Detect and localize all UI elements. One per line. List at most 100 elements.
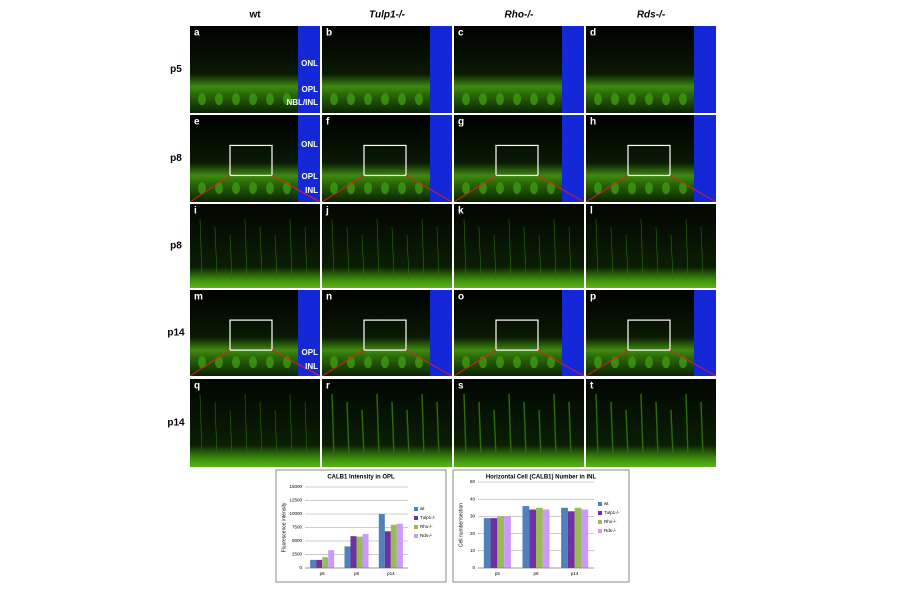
zoom-line [453, 349, 497, 377]
cell [479, 93, 487, 106]
process [214, 226, 218, 279]
process [625, 409, 629, 458]
zoom-line [669, 349, 717, 377]
zoom-line [585, 349, 629, 377]
legend-swatch [598, 520, 602, 524]
layer-label: NBL/INL [286, 98, 318, 107]
process [640, 393, 644, 458]
process [421, 393, 425, 458]
cell [530, 356, 538, 369]
micrograph [586, 379, 716, 467]
panel-letter: n [326, 292, 332, 303]
y-tick-label: 5000 [292, 538, 303, 543]
process [508, 218, 512, 279]
legend-label: wt [604, 501, 609, 506]
panel-letter: r [326, 381, 330, 392]
bar [522, 506, 530, 568]
bar [497, 516, 505, 568]
cell [628, 93, 636, 106]
cell [266, 182, 274, 195]
process [508, 393, 512, 458]
process [391, 226, 395, 279]
layer-label: ONL [301, 59, 318, 68]
zoom-line [405, 175, 453, 203]
process [595, 393, 599, 458]
cell [513, 93, 521, 106]
cell [496, 182, 504, 195]
dapi-strip [694, 290, 716, 376]
legend-label: Rds-/- [420, 533, 433, 538]
process [304, 401, 308, 458]
cell [679, 182, 687, 195]
micrograph [586, 204, 716, 288]
legend-label: Rho-/- [604, 519, 617, 524]
cell [415, 93, 423, 106]
process [595, 218, 599, 279]
process [568, 401, 572, 458]
chart-title: CALB1 Intensity in OPL [327, 475, 395, 481]
zoom-line [669, 175, 717, 203]
dapi-strip [694, 26, 716, 113]
bar [328, 550, 335, 568]
bar [504, 516, 511, 568]
bar [490, 518, 498, 568]
cell [198, 93, 206, 106]
process [685, 393, 689, 458]
legend-label: wt [420, 506, 425, 511]
process [700, 226, 704, 279]
zoom-line [453, 175, 497, 203]
process [670, 234, 674, 279]
row-label: p8 [170, 241, 182, 252]
process [493, 234, 497, 279]
bar [483, 518, 491, 568]
process [436, 401, 440, 458]
process [478, 226, 482, 279]
cell [628, 356, 636, 369]
process [376, 218, 380, 279]
legend-swatch [598, 502, 602, 506]
cell [330, 93, 338, 106]
process [289, 393, 293, 458]
cell [628, 182, 636, 195]
cell [364, 93, 372, 106]
y-tick-label: 50 [470, 479, 476, 484]
panel-letter: g [458, 117, 464, 128]
y-tick-label: 7500 [292, 525, 303, 530]
panel-letter: m [194, 292, 203, 303]
legend-label: Rds-/- [604, 528, 617, 533]
process [406, 234, 410, 279]
legend-swatch [414, 534, 418, 538]
process [568, 226, 572, 279]
y-tick-label: 0 [299, 565, 302, 570]
row-label: p5 [170, 64, 182, 75]
panel-letter: p [590, 292, 596, 303]
chart-title: Horizontal Cell (CALB1) Number in INL [486, 475, 597, 481]
cell [347, 93, 355, 106]
cell [398, 93, 406, 106]
cell [364, 182, 372, 195]
zoom-line [321, 175, 365, 203]
process [670, 409, 674, 458]
cell [662, 182, 670, 195]
bar [310, 559, 317, 568]
process [199, 218, 203, 279]
cell [645, 356, 653, 369]
process [523, 401, 527, 458]
process [259, 226, 263, 279]
panel-letter: b [326, 28, 332, 39]
cell [462, 356, 470, 369]
cell [249, 182, 257, 195]
dapi-strip [298, 26, 320, 113]
panel-letter: c [458, 28, 464, 39]
zoom-line [537, 175, 585, 203]
cell [462, 93, 470, 106]
process [700, 401, 704, 458]
y-tick-label: 12500 [289, 498, 302, 503]
row-label: p14 [167, 328, 185, 339]
process [463, 218, 467, 279]
micrograph [190, 204, 320, 288]
micrograph [454, 379, 584, 467]
process [463, 393, 467, 458]
process [391, 401, 395, 458]
